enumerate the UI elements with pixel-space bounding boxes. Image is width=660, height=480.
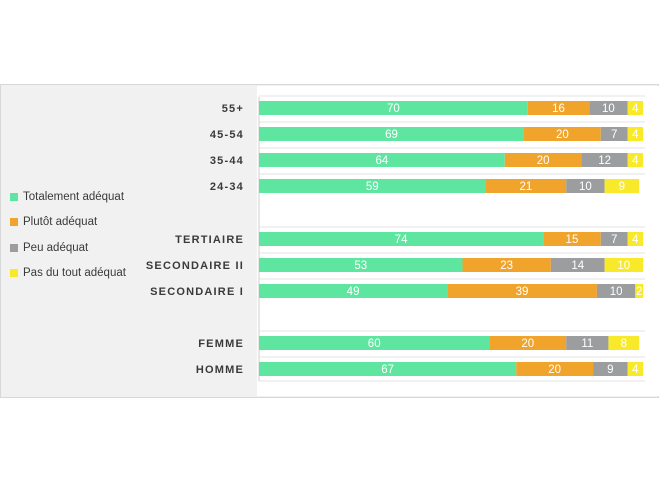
bar-8-series-3 (627, 362, 643, 376)
bar-2-series-3 (627, 153, 643, 167)
legend-item-totalement: Totalement adéquat (10, 190, 126, 203)
value-label-5-series-0: 53 (354, 260, 367, 272)
legend-swatch-plutot (10, 218, 18, 226)
bar-3-series-2 (566, 179, 605, 193)
bar-1-series-2 (600, 127, 628, 141)
category-label-8: HOMME (196, 364, 244, 376)
bar-2-series-0 (259, 153, 505, 167)
bar-4-series-1 (543, 232, 601, 246)
value-label-4-series-1: 15 (566, 234, 579, 246)
bar-4-series-2 (600, 232, 628, 246)
bar-1-series-1 (523, 127, 601, 141)
bar-6-series-1 (447, 284, 597, 298)
value-label-4-series-0: 74 (395, 234, 408, 246)
value-label-6-series-0: 49 (347, 286, 360, 298)
value-label-0-series-2: 10 (602, 103, 615, 115)
value-label-3-series-1: 21 (519, 181, 532, 193)
bar-0-series-2 (589, 101, 628, 115)
value-label-5-series-2: 14 (571, 260, 584, 272)
value-label-6-series-2: 10 (610, 286, 623, 298)
category-label-6: SECONDAIRE I (150, 286, 244, 298)
bar-3-series-3 (604, 179, 640, 193)
legend-item-pas-du-tout: Pas du tout adéquat (10, 267, 126, 280)
bar-7-series-1 (489, 336, 567, 350)
value-label-6-series-1: 39 (516, 286, 529, 298)
value-label-1-series-2: 7 (611, 129, 617, 141)
legend-swatch-peu (10, 243, 18, 252)
value-label-2-series-2: 12 (598, 155, 611, 167)
bar-8-series-0 (259, 362, 517, 376)
category-label-5: SECONDAIRE II (146, 260, 244, 272)
legend-item-plutot: Plutôt adéquat (10, 216, 126, 229)
value-label-1-series-1: 20 (556, 129, 569, 141)
legend-label-peu: Peu adéquat (23, 241, 89, 254)
value-label-2-series-3: 4 (632, 155, 639, 167)
legend-label-totalement: Totalement adéquat (23, 190, 125, 203)
bar-5-series-3 (604, 258, 643, 272)
bar-7-series-0 (259, 336, 490, 350)
bar-4-series-0 (259, 232, 544, 246)
value-label-2-series-1: 20 (537, 155, 550, 167)
bar-5-series-2 (550, 258, 605, 272)
bar-6-series-2 (596, 284, 636, 298)
value-label-3-series-3: 9 (619, 181, 625, 193)
category-label-3: 24-34 (210, 181, 244, 193)
value-label-7-series-0: 60 (368, 338, 381, 350)
bar-6-series-3 (635, 284, 643, 298)
bar-3-series-1 (485, 179, 567, 193)
bar-1-series-3 (627, 127, 643, 141)
bar-7-series-2 (566, 336, 609, 350)
value-label-3-series-2: 10 (579, 181, 592, 193)
value-label-3-series-0: 59 (366, 181, 379, 193)
value-label-1-series-3: 4 (632, 129, 639, 141)
value-label-7-series-3: 8 (621, 338, 627, 350)
value-label-8-series-2: 9 (607, 364, 613, 376)
bar-5-series-1 (462, 258, 551, 272)
legend-item-peu: Peu adéquat (10, 241, 126, 254)
value-label-0-series-3: 4 (632, 103, 639, 115)
value-label-0-series-1: 16 (552, 103, 565, 115)
value-label-8-series-0: 67 (381, 364, 394, 376)
category-label-0: 55+ (222, 103, 244, 115)
legend-label-plutot: Plutôt adéquat (23, 216, 98, 228)
value-label-8-series-3: 4 (632, 364, 639, 376)
value-label-1-series-0: 69 (385, 129, 398, 141)
value-label-8-series-1: 20 (548, 364, 561, 376)
bar-3-series-0 (259, 179, 486, 193)
bar-2-series-1 (504, 153, 582, 167)
bar-0-series-3 (627, 101, 643, 115)
value-label-2-series-0: 64 (375, 155, 388, 167)
value-label-5-series-3: 10 (617, 260, 630, 272)
bar-7-series-3 (608, 336, 640, 350)
legend-swatch-totalement (10, 192, 18, 201)
bar-5-series-0 (259, 258, 463, 272)
value-label-5-series-1: 23 (500, 260, 513, 272)
legend-swatch-pas-du-tout (10, 269, 18, 277)
bar-2-series-2 (581, 153, 628, 167)
value-label-7-series-1: 20 (521, 338, 534, 350)
category-label-4: TERTIAIRE (175, 234, 244, 246)
category-label-1: 45-54 (210, 129, 244, 141)
legend-label-pas-du-tout: Pas du tout adéquat (23, 267, 126, 279)
value-label-6-series-3: 2 (636, 286, 642, 298)
bar-6-series-0 (259, 284, 448, 298)
value-label-4-series-3: 4 (632, 234, 639, 246)
value-label-4-series-2: 7 (611, 234, 617, 246)
bar-4-series-3 (627, 232, 643, 246)
bar-0-series-1 (527, 101, 590, 115)
bar-1-series-0 (259, 127, 524, 141)
legend: Totalement adéquat Plutôt adéquat Peu ad… (10, 190, 126, 292)
value-label-0-series-0: 70 (387, 103, 400, 115)
bar-8-series-2 (593, 362, 628, 376)
value-label-7-series-2: 11 (581, 338, 593, 350)
category-label-7: FEMME (198, 338, 244, 350)
bar-0-series-0 (259, 101, 528, 115)
bar-8-series-1 (516, 362, 594, 376)
category-label-2: 35-44 (210, 155, 244, 167)
